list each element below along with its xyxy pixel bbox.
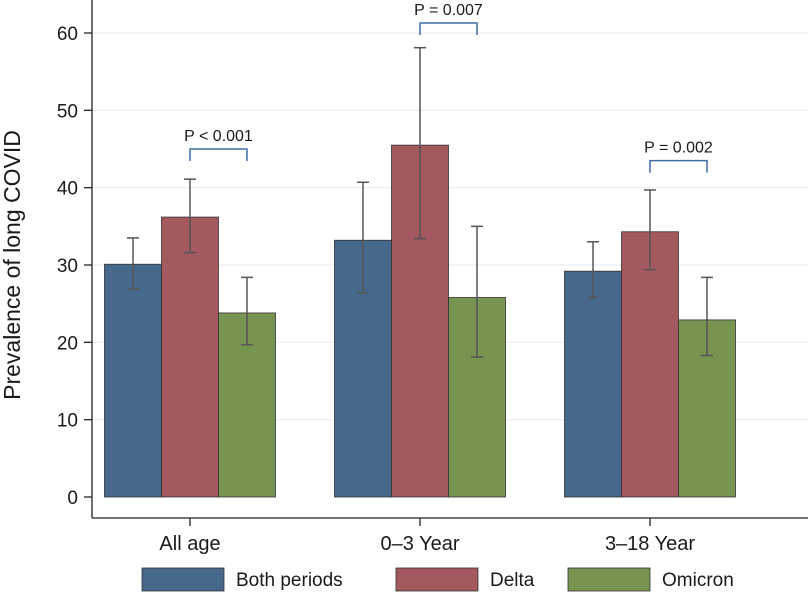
y-tick-label-0: 0	[67, 488, 78, 509]
legend-swatch-omicron[interactable]	[567, 567, 651, 592]
x-tick-label-1: 0–3 Year	[381, 533, 460, 555]
bar-delta-0[interactable]	[161, 216, 219, 498]
x-tick-label-0: All age	[159, 533, 220, 555]
legend-label-both-periods: Both periods	[236, 570, 343, 591]
legend-label-delta: Delta	[490, 570, 535, 591]
p-value-label-1: P = 0.007	[414, 2, 483, 19]
bar-both-periods-2[interactable]	[564, 270, 622, 498]
y-tick-label-10: 10	[57, 411, 78, 432]
legend-swatch-both-periods[interactable]	[141, 567, 225, 592]
significance-bracket-2	[649, 159, 708, 173]
p-value-label-2: P = 0.002	[644, 140, 713, 157]
bar-both-periods-0[interactable]	[104, 263, 162, 498]
legend-label-omicron: Omicron	[662, 570, 734, 591]
y-tick-label-30: 30	[57, 256, 78, 277]
y-axis-title: Prevalence of long COVID	[0, 130, 25, 400]
y-tick-label-20: 20	[57, 333, 78, 354]
p-value-label-0: P < 0.001	[184, 128, 253, 145]
significance-bracket-0	[189, 148, 248, 161]
y-tick-label-50: 50	[57, 101, 78, 122]
y-tick-label-60: 60	[57, 24, 78, 45]
legend-swatch-delta[interactable]	[395, 567, 479, 592]
bar-delta-2[interactable]	[621, 231, 679, 498]
y-tick-label-40: 40	[57, 179, 78, 200]
x-tick-label-2: 3–18 Year	[605, 533, 695, 555]
significance-bracket-1	[419, 22, 478, 35]
